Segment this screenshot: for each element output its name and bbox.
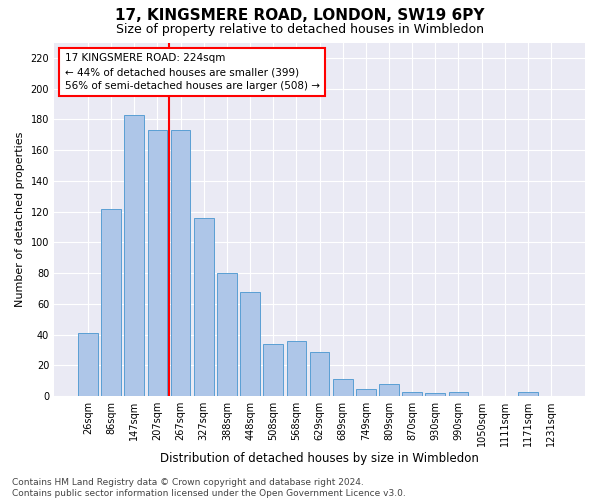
Bar [402, 392, 422, 396]
Y-axis label: Number of detached properties: Number of detached properties [15, 132, 25, 307]
Bar [310, 352, 329, 396]
Bar [148, 130, 167, 396]
Bar [263, 344, 283, 396]
Bar [379, 384, 399, 396]
Bar [171, 130, 190, 396]
Bar [333, 380, 353, 396]
Bar [518, 392, 538, 396]
Text: 17 KINGSMERE ROAD: 224sqm
← 44% of detached houses are smaller (399)
56% of semi: 17 KINGSMERE ROAD: 224sqm ← 44% of detac… [65, 53, 320, 91]
Text: Size of property relative to detached houses in Wimbledon: Size of property relative to detached ho… [116, 22, 484, 36]
Bar [217, 273, 237, 396]
Bar [124, 115, 144, 396]
Bar [449, 392, 468, 396]
Bar [425, 393, 445, 396]
X-axis label: Distribution of detached houses by size in Wimbledon: Distribution of detached houses by size … [160, 452, 479, 465]
Bar [287, 341, 306, 396]
Bar [356, 388, 376, 396]
Text: Contains HM Land Registry data © Crown copyright and database right 2024.
Contai: Contains HM Land Registry data © Crown c… [12, 478, 406, 498]
Text: 17, KINGSMERE ROAD, LONDON, SW19 6PY: 17, KINGSMERE ROAD, LONDON, SW19 6PY [115, 8, 485, 22]
Bar [101, 208, 121, 396]
Bar [240, 292, 260, 396]
Bar [194, 218, 214, 396]
Bar [78, 333, 98, 396]
